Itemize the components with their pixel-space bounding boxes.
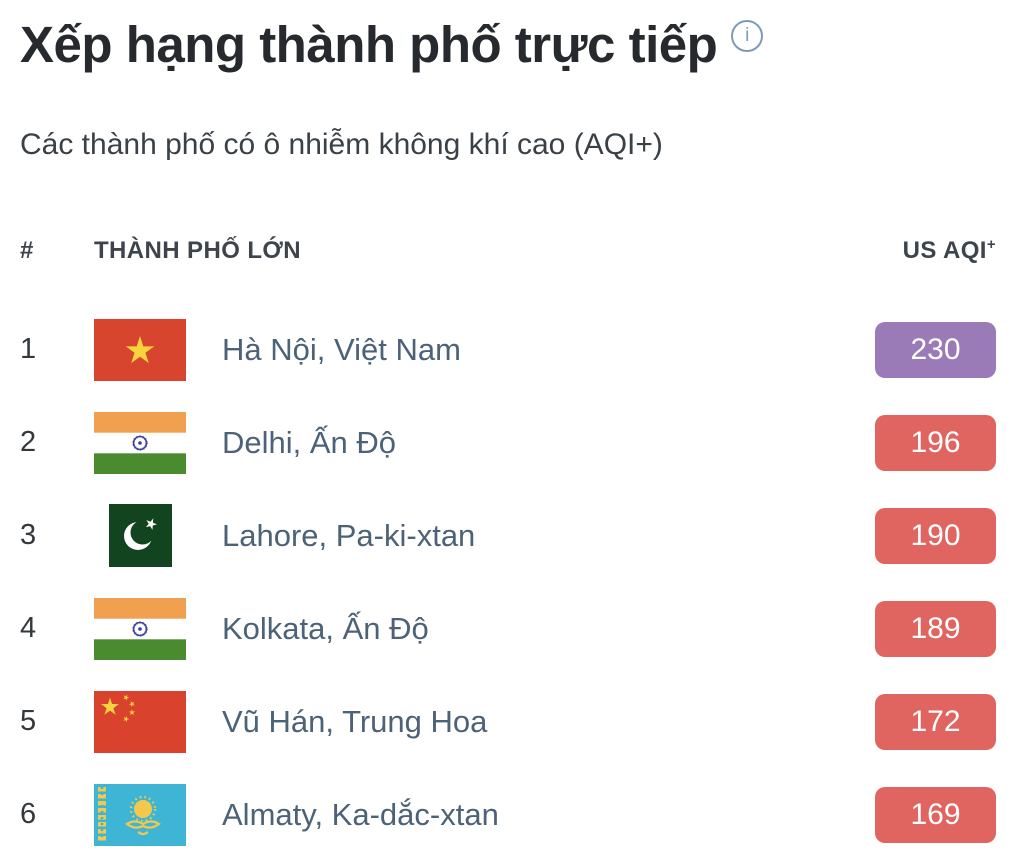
column-header-aqi-label: US AQI <box>902 237 987 265</box>
rank-number: 1 <box>20 333 37 366</box>
page-title: Xếp hạng thành phố trực tiếp <box>20 16 718 73</box>
aqi-badge: 230 <box>875 321 996 378</box>
city-name: Hà Nội, Việt Nam <box>222 331 461 367</box>
page-subtitle: Các thành phố có ô nhiễm không khí cao (… <box>20 128 663 162</box>
table-row[interactable]: 1 Hà Nội, Việt Nam 230 <box>20 303 996 396</box>
column-header-aqi-superscript: + <box>986 236 996 254</box>
table-row[interactable]: 5 Vũ Hán, Trung Hoa 172 <box>20 675 996 768</box>
rank-number: 4 <box>20 612 37 645</box>
aqi-badge: 169 <box>875 786 996 843</box>
column-header-aqi: US AQI+ <box>903 236 996 265</box>
rank-number: 5 <box>20 705 37 738</box>
vietnam-flag-icon <box>94 318 186 381</box>
rank-number: 6 <box>20 798 37 831</box>
aqi-badge: 189 <box>875 600 996 657</box>
table-row[interactable]: 4 Kolkata, Ấn Độ 189 <box>20 582 996 675</box>
aqi-badge: 196 <box>875 414 996 471</box>
kazakhstan-flag-icon <box>94 783 186 846</box>
china-flag-icon <box>94 690 186 753</box>
city-name: Almaty, Ka-dắc-xtan <box>222 796 499 832</box>
pakistan-flag-icon <box>94 504 186 568</box>
city-name: Vũ Hán, Trung Hoa <box>222 703 488 739</box>
city-name: Kolkata, Ấn Độ <box>222 610 429 646</box>
aqi-badge: 172 <box>875 693 996 750</box>
city-name: Delhi, Ấn Độ <box>222 424 397 460</box>
table-row[interactable]: 3 Lahore, Pa-ki-xtan 190 <box>20 489 996 582</box>
info-icon[interactable]: i <box>731 20 764 52</box>
table-header: # THÀNH PHỐ LỚN US AQI+ <box>20 236 996 265</box>
rank-number: 2 <box>20 426 37 459</box>
table-row[interactable]: 6 Almaty, Ka-dắc-xtan 169 <box>20 768 996 861</box>
column-header-city: THÀNH PHỐ LỚN <box>94 237 301 265</box>
india-flag-icon <box>94 411 186 474</box>
rank-number: 3 <box>20 519 37 552</box>
column-header-rank: # <box>20 237 34 265</box>
india-flag-icon <box>94 597 186 660</box>
city-name: Lahore, Pa-ki-xtan <box>222 517 476 553</box>
aqi-badge: 190 <box>875 507 996 564</box>
title-row: Xếp hạng thành phố trực tiếp i <box>20 14 996 76</box>
ranking-list: 1 Hà Nội, Việt Nam 230 2 <box>20 303 996 861</box>
table-row[interactable]: 2 Delhi, Ấn Độ 196 <box>20 396 996 489</box>
